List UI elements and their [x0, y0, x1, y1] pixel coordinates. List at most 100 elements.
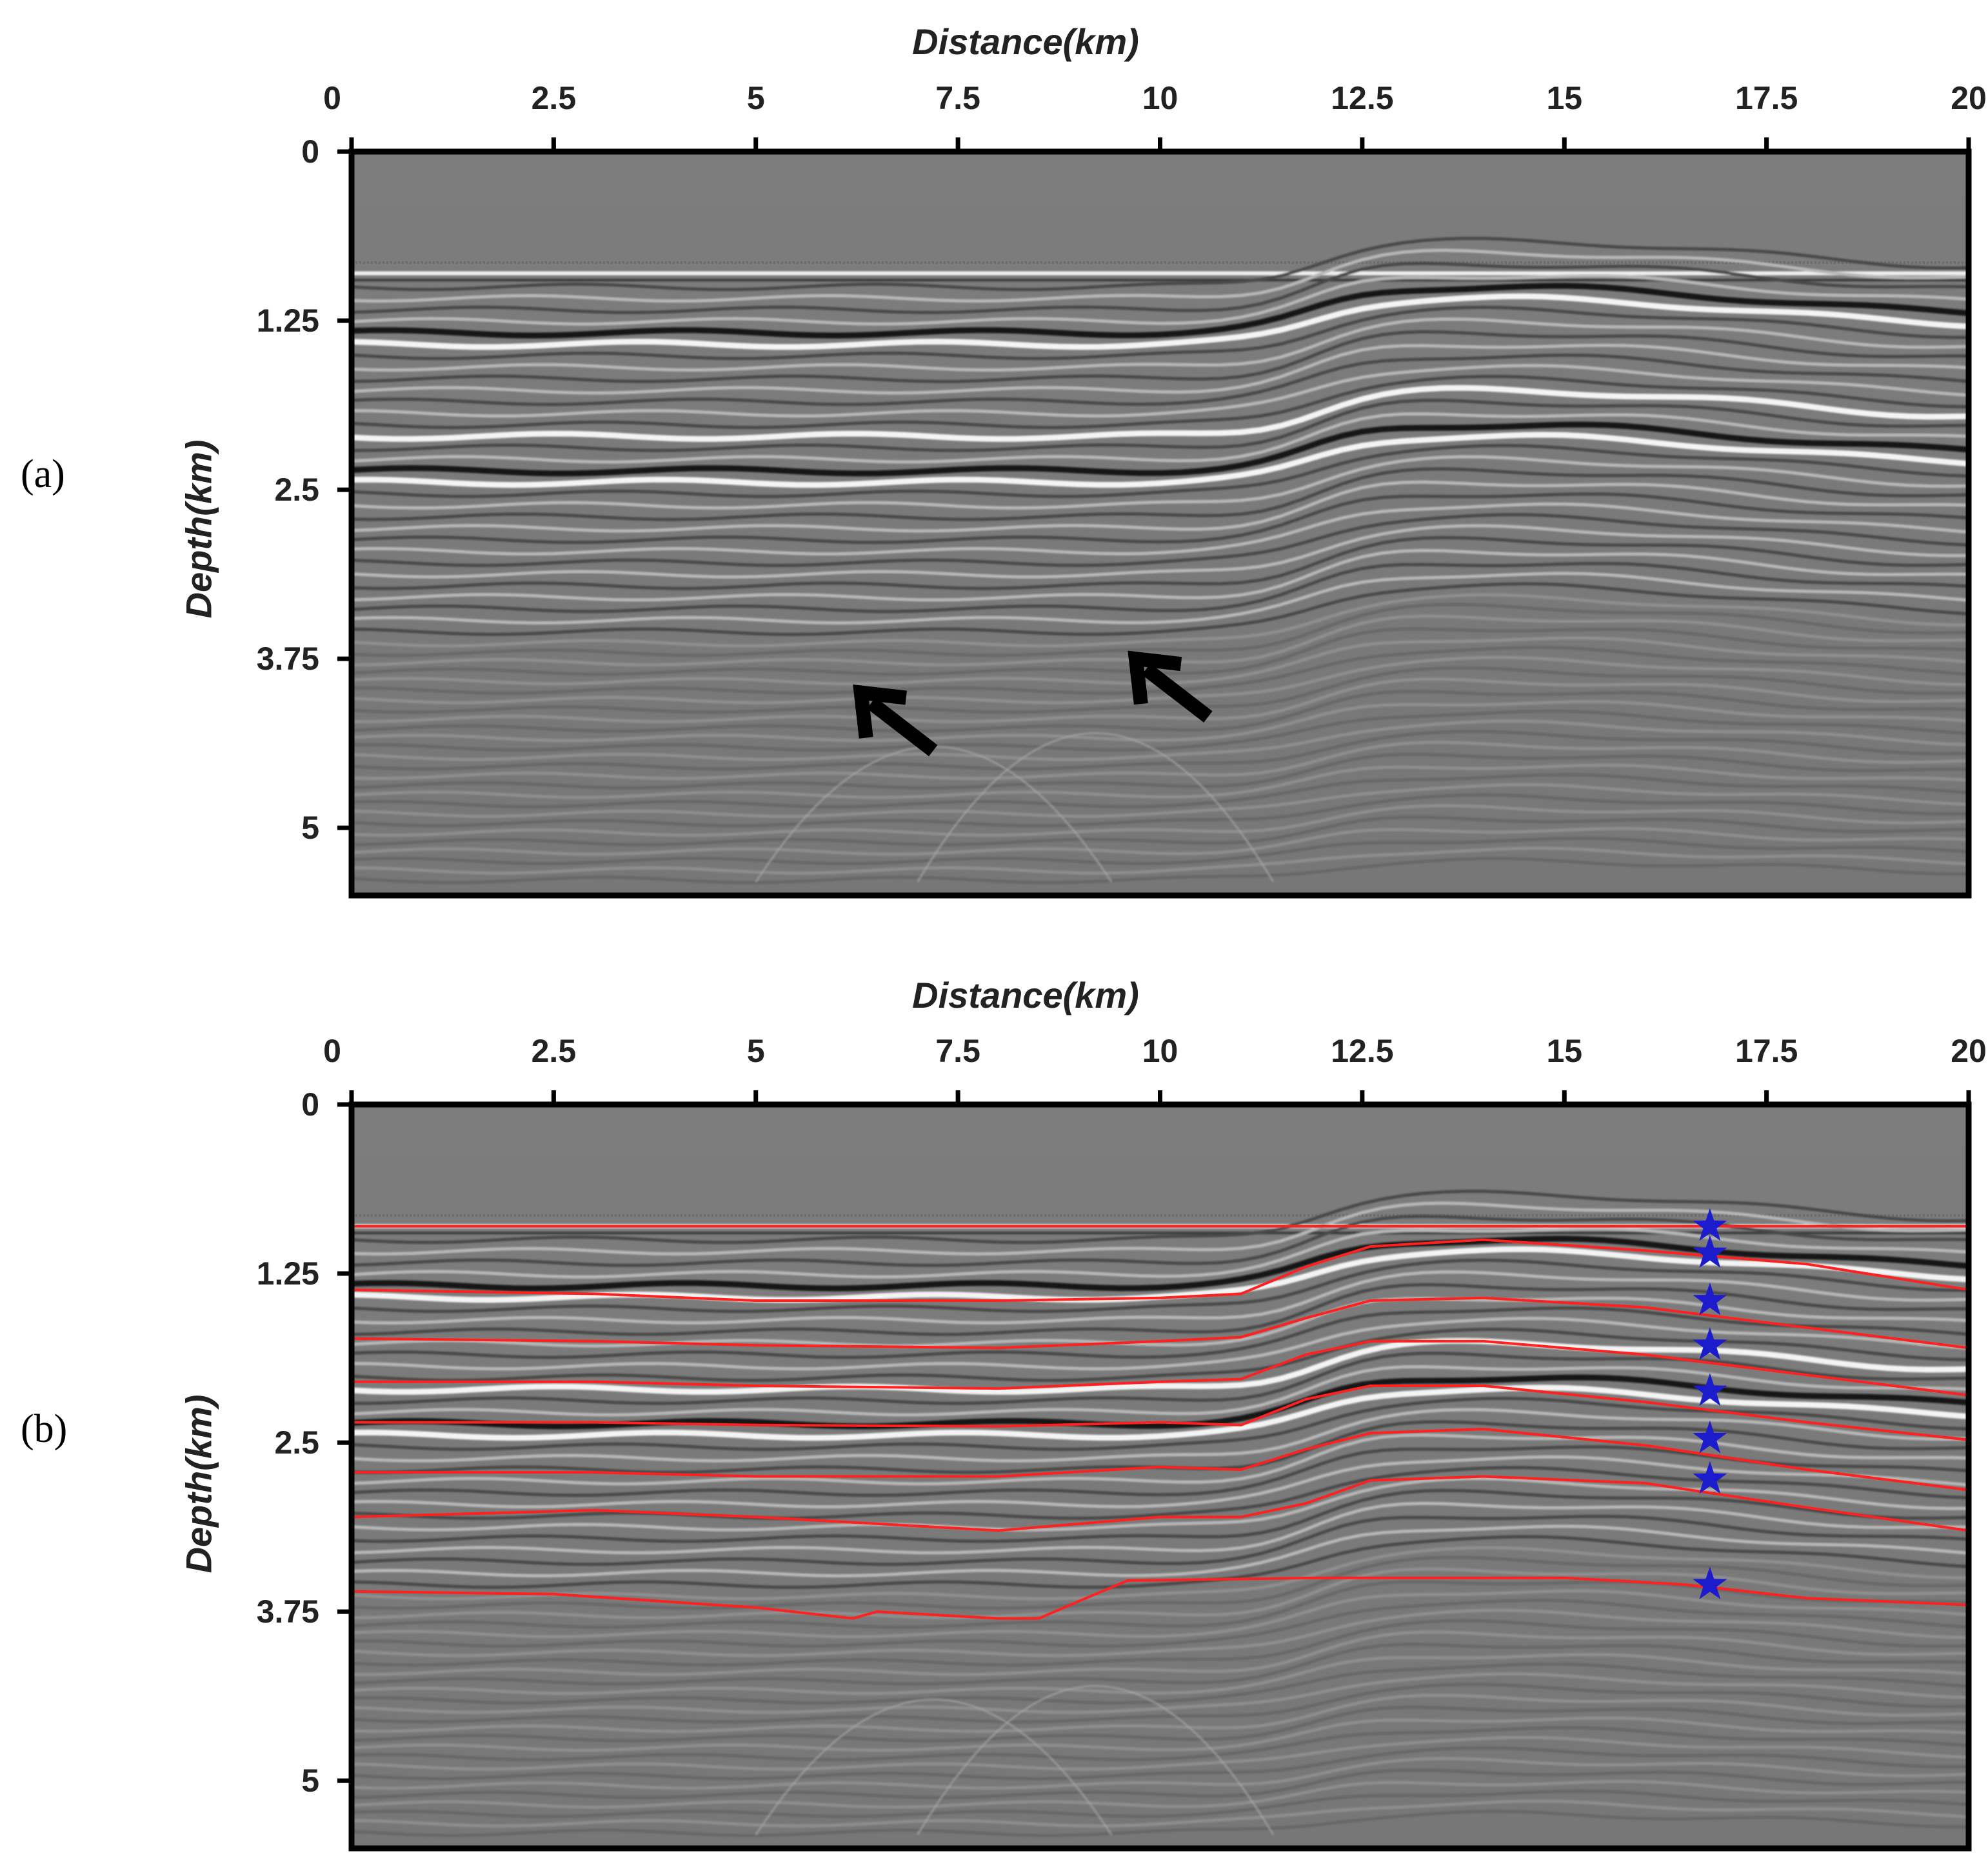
reflector [352, 1455, 1969, 1509]
reflector [352, 548, 1969, 602]
x-tick-label: 0 [323, 1033, 341, 1069]
star-marker-3 [1693, 1283, 1727, 1315]
x-tick-label: 17.5 [1735, 1033, 1798, 1069]
reflector [352, 237, 1969, 292]
star-marker-1 [1693, 1208, 1727, 1241]
reflector [352, 1317, 1969, 1371]
reflector [352, 293, 1969, 350]
reflector [352, 1779, 1969, 1809]
y-tick-label: 2.5 [274, 472, 319, 508]
reflector [352, 1384, 1969, 1441]
reflector [352, 1466, 1969, 1521]
reflector [352, 513, 1969, 568]
panel-label-a: (a) [21, 452, 65, 496]
x-axis-title-a: Distance(km) [912, 21, 1139, 62]
x-tick-label: 15 [1546, 1033, 1583, 1069]
reflector [352, 1799, 1969, 1828]
reflector [352, 603, 1969, 657]
reflector [352, 1445, 1969, 1497]
arrow-annotation [1128, 650, 1213, 723]
reflector [352, 330, 1969, 383]
star-marker-8 [1693, 1566, 1727, 1599]
diffraction-curve [917, 732, 1275, 883]
y-tick-label: 0 [301, 134, 319, 170]
reflector [352, 804, 1969, 837]
y-tick-label: 5 [301, 1763, 319, 1799]
reflector [352, 1555, 1969, 1610]
reflector [352, 1789, 1969, 1819]
reflector [352, 455, 1969, 510]
reflector [352, 1270, 1969, 1325]
reflector [352, 432, 1969, 488]
star-marker-5 [1693, 1373, 1727, 1406]
reflector [352, 730, 1969, 771]
reflector [352, 385, 1969, 442]
reflector [352, 274, 1969, 326]
reflector [352, 645, 1969, 695]
seismic-panel-b [337, 1090, 1972, 1852]
reflector [352, 399, 1969, 452]
y-tick-label: 0 [301, 1086, 319, 1123]
reflector [352, 305, 1969, 361]
reflector [352, 1768, 1969, 1799]
reflector [352, 1190, 1969, 1244]
y-tick-label: 3.75 [256, 1594, 319, 1630]
reflector [352, 699, 1969, 743]
x-tick-label: 5 [746, 80, 765, 116]
x-tick-label: 7.5 [935, 80, 980, 116]
reflector [352, 783, 1969, 818]
reflector [352, 1705, 1969, 1743]
reflector [352, 1726, 1969, 1762]
star-marker-2 [1693, 1235, 1727, 1268]
reflector [352, 1227, 1969, 1279]
reflector [352, 846, 1969, 875]
x-tick-label: 0 [323, 80, 341, 116]
reflector [352, 582, 1969, 636]
reflector [352, 443, 1969, 499]
reflector [352, 1535, 1969, 1589]
reflector [352, 1735, 1969, 1771]
reflector [352, 1477, 1969, 1532]
reflector [352, 1258, 1969, 1314]
reflector [352, 1810, 1969, 1837]
reflector [352, 353, 1969, 406]
reflector [352, 1567, 1969, 1620]
x-tick-label: 2.5 [531, 80, 577, 116]
x-axis-title-b: Distance(km) [912, 975, 1139, 1015]
reflector [352, 467, 1969, 521]
reflector [352, 1408, 1969, 1463]
y-tick-label: 1.25 [256, 1255, 319, 1292]
horizon-H5 [352, 1384, 1969, 1441]
reflector [352, 1364, 1969, 1417]
reflector [352, 666, 1969, 714]
x-tick-label: 5 [746, 1033, 765, 1069]
reflector [352, 1630, 1969, 1677]
horizon-H6 [352, 1428, 1969, 1492]
reflector [352, 1283, 1969, 1336]
reflector [352, 492, 1969, 545]
reflector [352, 815, 1969, 846]
reflector-group [352, 237, 1969, 885]
reflector [352, 1643, 1969, 1686]
reflector [352, 421, 1969, 477]
reflector [352, 1501, 1969, 1555]
x-tick-label: 2.5 [531, 1033, 577, 1069]
arrow-annotation [853, 685, 938, 757]
reflector [352, 1619, 1969, 1667]
reflector [352, 1589, 1969, 1639]
reflector [352, 1488, 1969, 1543]
reflector [352, 793, 1969, 828]
horizon-H8 [351, 1576, 1969, 1620]
reflector [352, 480, 1969, 533]
reflector [352, 1694, 1969, 1734]
diffraction-curve [755, 1698, 1113, 1835]
reflector [352, 1662, 1969, 1705]
reflector [352, 709, 1969, 752]
horizon-H2 [351, 1238, 1969, 1302]
reflector [352, 283, 1969, 339]
reflector [352, 343, 1969, 395]
reflector [352, 1524, 1969, 1578]
x-tick-label: 10 [1142, 80, 1178, 116]
reflector [352, 719, 1969, 761]
